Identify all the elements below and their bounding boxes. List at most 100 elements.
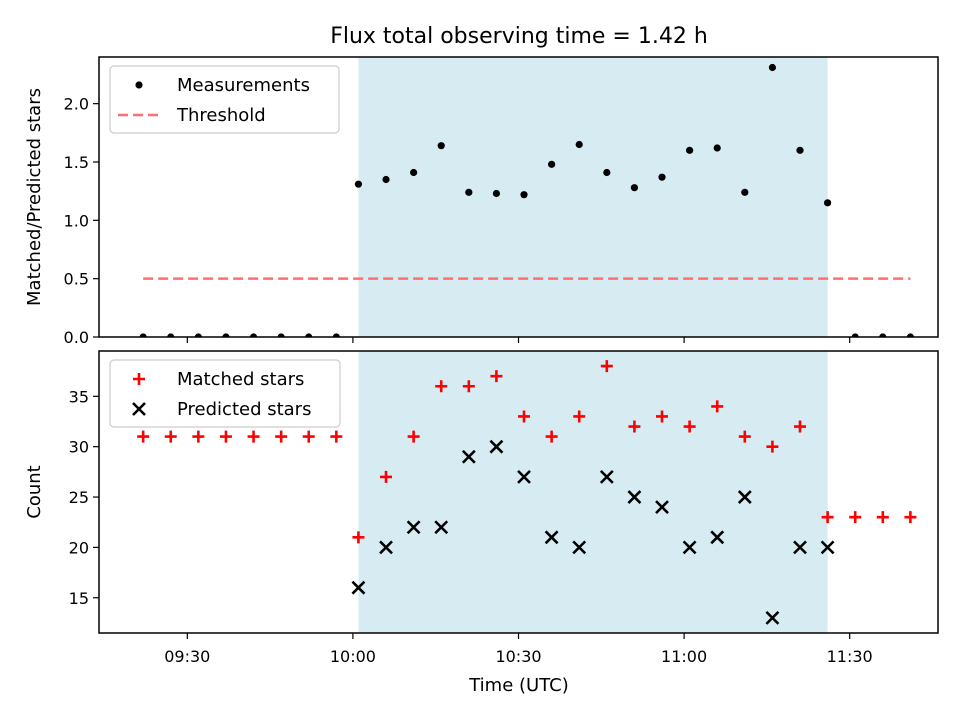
measurement-point xyxy=(796,146,804,154)
matched-stars-point xyxy=(573,410,586,423)
matched-stars-point xyxy=(794,420,807,433)
measurement-point xyxy=(520,191,528,199)
measurement-point xyxy=(741,188,749,196)
measurement-point xyxy=(851,333,859,337)
measurement-point xyxy=(630,184,639,192)
predicted-stars-point xyxy=(737,490,752,504)
predicted-stars-point xyxy=(820,540,835,555)
matched-stars-point xyxy=(683,420,696,433)
matched-stars-point xyxy=(219,430,232,443)
matched-stars-point xyxy=(275,430,288,443)
matched-stars-point xyxy=(545,430,558,443)
y-axis-label: Matched/Predicted stars xyxy=(24,88,45,306)
legend-box xyxy=(109,65,340,134)
matched-stars-point xyxy=(876,511,889,524)
measurement-point xyxy=(277,333,285,337)
predicted-stars-point xyxy=(406,520,421,535)
matched-stars-point xyxy=(821,511,834,524)
matched-stars-point xyxy=(766,440,779,453)
legend-label: Predicted stars xyxy=(177,399,311,420)
matched-stars-point xyxy=(192,430,205,443)
top-panel: 0.0 0.5 1.0 1.5 2.0 Matched/Predicted stars Me… xyxy=(24,56,939,347)
matched-stars-point xyxy=(302,430,315,443)
measurement-point xyxy=(465,188,473,196)
matched-stars-point xyxy=(407,430,420,443)
predicted-stars-point xyxy=(710,530,725,545)
measurement-point xyxy=(824,199,832,207)
legend: Matched stars Predicted stars xyxy=(109,359,341,428)
matched-stars-point xyxy=(656,410,669,423)
x-tick-label: 10:00 xyxy=(330,647,376,666)
y-tick-label: 1.0 xyxy=(64,211,89,230)
predicted-stars-point xyxy=(599,469,614,484)
predicted-stars-point xyxy=(434,520,449,535)
plot-area xyxy=(139,63,915,337)
y-tick-label: 35 xyxy=(69,387,89,406)
plot-area xyxy=(137,360,917,625)
predicted-stars-point xyxy=(517,469,531,484)
y-tick-label: 1.5 xyxy=(64,153,89,172)
matched-stars-point xyxy=(600,360,613,373)
y-tick-label: 20 xyxy=(69,538,89,557)
matched-stars-point xyxy=(711,400,724,413)
measurement-point xyxy=(658,173,666,181)
measurement-point xyxy=(686,146,694,154)
measurement-point xyxy=(194,333,202,337)
predicted-stars-point xyxy=(351,580,366,595)
measurement-point xyxy=(354,180,363,188)
measurement-point xyxy=(603,168,611,177)
matched-stars-point xyxy=(352,531,365,544)
axes-frame xyxy=(98,350,939,634)
predicted-stars-point xyxy=(655,500,669,515)
observing-span xyxy=(358,57,828,337)
predicted-stars-point xyxy=(461,449,476,464)
measurement-point xyxy=(492,189,501,198)
measurement-point xyxy=(167,333,175,337)
matched-stars-point xyxy=(137,430,150,443)
legend: Measurements Threshold xyxy=(109,65,340,134)
measurement-point xyxy=(305,333,313,337)
predicted-stars-point xyxy=(765,610,780,625)
matched-stars-point xyxy=(628,420,641,433)
y-axis-label: Count xyxy=(24,465,45,518)
matched-stars-point xyxy=(164,430,177,443)
bottom-panel: 09:30 10:00 10:30 11:00 11:30 15 20 25 30 35 Count… xyxy=(24,350,939,666)
matched-stars-point xyxy=(247,430,260,443)
measurement-point xyxy=(548,160,556,168)
predicted-stars-point xyxy=(544,530,559,545)
matched-stars-point xyxy=(380,470,393,483)
matched-stars-point xyxy=(904,511,917,524)
matched-stars-point xyxy=(849,511,862,524)
predicted-stars-point xyxy=(682,540,697,555)
measurement-point xyxy=(713,144,721,152)
y-tick-label: 0.0 xyxy=(64,328,89,347)
matched-stars-point xyxy=(435,380,448,393)
measurement-point xyxy=(906,333,915,337)
measurement-point xyxy=(222,333,230,337)
y-tick-label: 25 xyxy=(69,488,89,507)
x-tick-label: 11:00 xyxy=(661,647,707,666)
measurement-point xyxy=(332,333,340,337)
y-tick-label: 0.5 xyxy=(64,270,89,289)
axes-frame xyxy=(98,56,939,338)
x-tick-label: 09:30 xyxy=(164,647,210,666)
measurement-point xyxy=(139,333,147,337)
measurement-point xyxy=(879,333,887,337)
legend-measurement-swatch xyxy=(135,81,143,89)
y-tick-label: 15 xyxy=(69,589,89,608)
predicted-stars-point xyxy=(572,540,587,555)
matched-stars-point xyxy=(462,380,475,393)
x-tick-label: 10:30 xyxy=(495,647,541,666)
x-tick-label: 11:30 xyxy=(827,647,873,666)
legend-predicted-swatch xyxy=(132,402,146,416)
measurement-point xyxy=(382,175,390,184)
legend-label: Threshold xyxy=(176,105,266,126)
matched-stars-point xyxy=(330,430,343,443)
y-tick-label: 30 xyxy=(69,438,89,457)
legend-box xyxy=(109,359,341,428)
legend-label: Measurements xyxy=(177,75,310,96)
legend-matched-swatch xyxy=(133,373,145,385)
measurement-point xyxy=(575,140,583,149)
figure-title: Flux total observing time = 1.42 h xyxy=(330,24,708,49)
predicted-stars-point xyxy=(379,540,393,555)
